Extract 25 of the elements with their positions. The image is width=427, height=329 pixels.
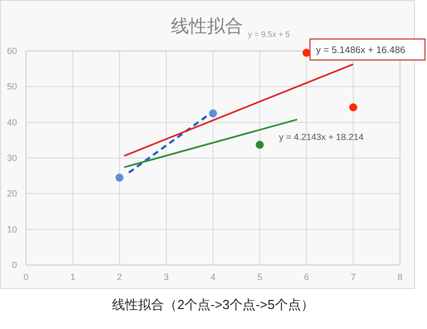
- x-tick-label: 0: [23, 272, 29, 282]
- y-tick-label: 30: [6, 153, 17, 163]
- y-tick-label: 0: [12, 260, 17, 270]
- x-tick-label: 7: [350, 272, 356, 282]
- y-tick-label: 40: [6, 117, 17, 128]
- annotation: y = 5.1486x + 16.486: [316, 45, 406, 56]
- x-tick-label: 6: [304, 272, 310, 282]
- x-tick-label: 1: [70, 272, 76, 282]
- x-tick-label: 4: [210, 272, 216, 282]
- y-tick-label: 10: [6, 224, 17, 234]
- y-tick-label: 60: [6, 46, 17, 56]
- annotation: y = 4.2143x + 18.214: [279, 132, 364, 142]
- text: y = 9.5x + 5: [248, 30, 290, 39]
- x-tick-label: 5: [257, 272, 262, 282]
- point: [302, 48, 310, 57]
- x-tick-label: 3: [164, 272, 169, 282]
- point: [349, 103, 358, 112]
- text: 线性拟合（2个点->3个点->5个点）: [112, 297, 314, 312]
- point: [209, 109, 217, 118]
- point: [116, 174, 124, 182]
- x-tick-label: 2: [116, 272, 122, 282]
- x-tick-label: 8: [397, 272, 403, 282]
- y-tick-label: 20: [6, 188, 17, 199]
- y-tick-label: 50: [6, 82, 17, 92]
- chart-title: 线性拟合: [171, 16, 243, 36]
